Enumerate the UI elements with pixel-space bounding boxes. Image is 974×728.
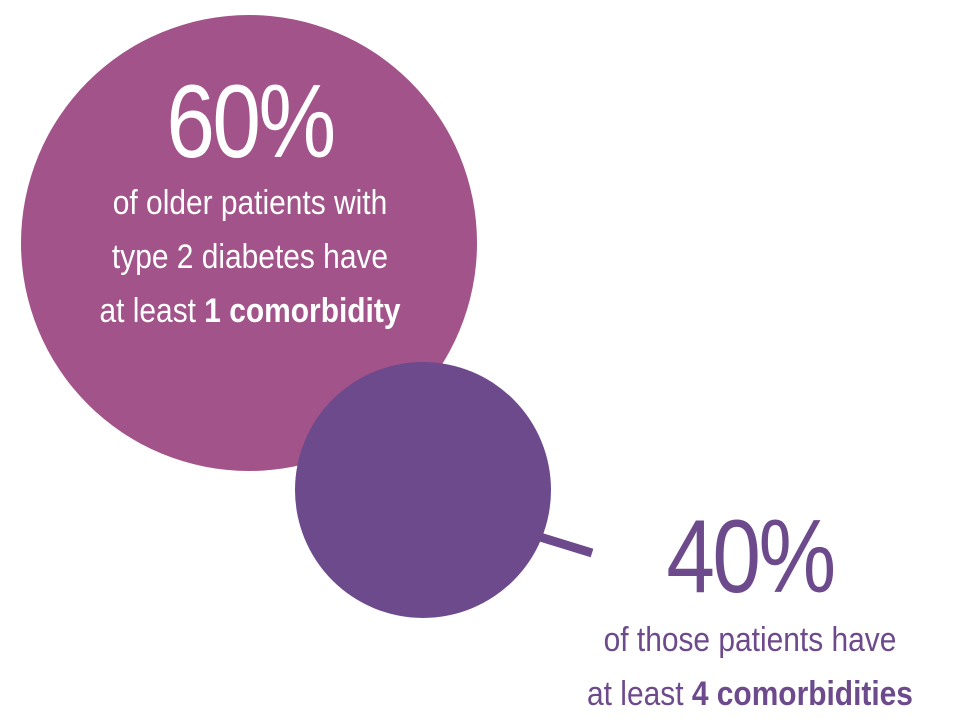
small-circle (295, 362, 551, 618)
stat-60-line-3-prefix: at least (99, 292, 205, 330)
stat-40-line-2: at least 4 comorbidities (561, 667, 939, 721)
stat-60-block: 60% of older patients with type 2 diabet… (40, 70, 460, 338)
stat-60-description: of older patients with type 2 diabetes h… (65, 176, 435, 338)
stat-60-line-3-bold: 1 comorbidity (204, 292, 401, 330)
stat-40-line-2-prefix: at least (587, 675, 692, 713)
stat-60-line-2: type 2 diabetes have (111, 238, 389, 276)
stat-40-line-2-bold: 4 comorbidities (691, 675, 913, 713)
stat-40-block: 40% of those patients have at least 4 co… (535, 505, 965, 721)
stat-60-line-3: at least 1 comorbidity (65, 284, 435, 338)
stat-40-value: 40% (666, 499, 836, 615)
stat-60-value: 60% (166, 64, 336, 180)
stat-40-line-1: of those patients have (603, 621, 897, 659)
stat-40-description: of those patients have at least 4 comorb… (561, 613, 939, 721)
stat-60-line-1: of older patients with (112, 184, 388, 222)
